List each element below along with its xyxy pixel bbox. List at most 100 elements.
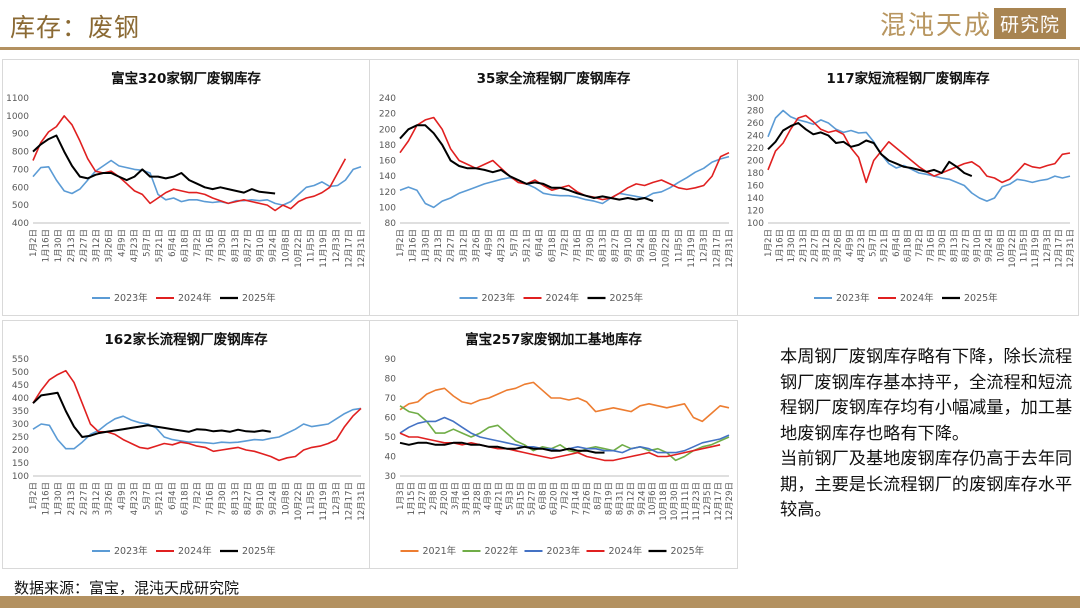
- y-tick-label: 240: [747, 132, 764, 142]
- y-tick-label: 100: [379, 203, 396, 213]
- x-tick-label: 4月9日: [485, 229, 495, 257]
- x-tick-label: 12月31日: [1066, 229, 1076, 268]
- x-tick-label: 11月19日: [319, 229, 329, 268]
- x-tick-label: 10月8日: [996, 229, 1006, 262]
- legend-label: 2024年: [546, 292, 580, 304]
- x-tick-label: 6月18日: [180, 482, 190, 515]
- x-tick-label: 3月12日: [92, 229, 102, 262]
- x-tick-label: 5月21日: [155, 229, 165, 262]
- y-tick-label: 30: [385, 472, 397, 482]
- x-tick-label: 7月16日: [927, 229, 937, 262]
- x-tick-label: 3月26日: [105, 482, 115, 515]
- page-title: 库存：废钢: [10, 13, 141, 42]
- x-tick-label: 1月30日: [54, 482, 64, 515]
- footer-bar: [0, 596, 1080, 608]
- chart-title: 162家长流程钢厂废钢库存: [104, 331, 268, 348]
- y-tick-label: 180: [747, 169, 764, 179]
- x-tick-label: 11月5日: [307, 482, 317, 515]
- x-tick-label: 11月5日: [307, 229, 317, 262]
- series-line-2023年: [32, 159, 362, 206]
- x-tick-label: 2月27日: [810, 229, 820, 262]
- x-tick-label: 1月16日: [42, 229, 52, 262]
- x-tick-label: 8月13日: [598, 229, 608, 262]
- x-tick-label: 7月30日: [938, 229, 948, 262]
- x-tick-label: 3月12日: [459, 229, 469, 262]
- y-tick-label: 120: [747, 207, 764, 217]
- chart-title: 35家全流程钢厂废钢库存: [477, 70, 631, 87]
- x-tick-label: 12月29日: [725, 482, 735, 521]
- y-tick-label: 250: [12, 433, 29, 443]
- header: 库存：废钢 混沌天成 研究院: [0, 0, 1080, 52]
- y-tick-label: 900: [12, 130, 29, 140]
- header-divider: [0, 47, 1080, 50]
- series-line-2024年: [767, 114, 1071, 184]
- legend-label: 2024年: [178, 292, 212, 304]
- x-tick-label: 1月16日: [776, 229, 786, 262]
- x-tick-label: 7月16日: [573, 229, 583, 262]
- x-tick-label: 9月10日: [624, 229, 634, 262]
- x-tick-label: 12月17日: [344, 482, 354, 521]
- x-tick-label: 11月19日: [687, 229, 697, 268]
- chart-panel-5: 富宝257家废钢加工基地库存 30 40 50 60 70 80 90 1月3日 1月15日 1月2…: [369, 320, 738, 569]
- series-line-2025年: [32, 391, 271, 438]
- x-tick-label: 10月30日: [670, 482, 680, 521]
- x-tick-label: 11月5日: [1020, 229, 1030, 262]
- x-tick-label: 6月20日: [550, 482, 560, 515]
- x-tick-label: 7月14日: [571, 482, 581, 515]
- x-tick-label: 6月4日: [535, 229, 545, 257]
- x-tick-label: 4月23日: [130, 482, 140, 515]
- series-line-2025年: [399, 124, 654, 203]
- x-tick-label: 4月9日: [117, 229, 127, 257]
- x-tick-label: 7月2日: [561, 482, 571, 510]
- x-tick-label: 4月9日: [484, 482, 494, 510]
- legend-label: 2021年: [423, 545, 457, 557]
- legend-label: 2025年: [671, 545, 705, 557]
- x-tick-label: 2月27日: [79, 482, 89, 515]
- x-tick-label: 9月10日: [256, 482, 266, 515]
- x-tick-label: 9月10日: [973, 229, 983, 262]
- x-tick-label: 6月8日: [539, 482, 549, 510]
- x-tick-label: 7月30日: [586, 229, 596, 262]
- series-line-2023年: [767, 109, 1071, 202]
- x-tick-label: 10月22日: [294, 229, 304, 268]
- x-tick-label: 7月2日: [193, 482, 203, 510]
- x-tick-label: 12月3日: [700, 229, 710, 262]
- description-paragraph-1: 本周钢厂废钢库存略有下降，除长流程钢厂废钢库存基本持平，全流程和短流程钢厂废钢库…: [780, 347, 1073, 444]
- y-tick-label: 400: [12, 219, 29, 229]
- x-tick-label: 6月18日: [903, 229, 913, 262]
- x-tick-label: 11月11日: [681, 482, 691, 521]
- x-tick-label: 1月2日: [396, 229, 406, 257]
- x-tick-label: 12月3日: [332, 482, 342, 515]
- x-tick-label: 9月12日: [626, 482, 636, 515]
- series-line-2023年: [399, 155, 730, 209]
- y-tick-label: 100: [12, 472, 29, 482]
- x-tick-label: 6月18日: [548, 229, 558, 262]
- x-tick-label: 8月13日: [231, 229, 241, 262]
- chart-title: 富宝320家钢厂废钢库存: [111, 70, 261, 87]
- x-tick-label: 3月12日: [92, 482, 102, 515]
- x-tick-label: 8月27日: [961, 229, 971, 262]
- x-tick-label: 8月27日: [611, 229, 621, 262]
- x-tick-label: 10月18日: [659, 482, 669, 521]
- description-text: 本周钢厂废钢库存略有下降，除长流程钢厂废钢库存基本持平，全流程和短流程钢厂废钢库…: [780, 345, 1075, 524]
- x-tick-label: 11月19日: [319, 482, 329, 521]
- x-tick-label: 2月27日: [447, 229, 457, 262]
- y-tick-label: 180: [379, 141, 396, 151]
- y-tick-label: 200: [12, 446, 29, 456]
- y-tick-label: 80: [385, 219, 397, 229]
- x-tick-label: 5月7日: [869, 229, 879, 257]
- x-tick-label: 1月2日: [29, 229, 39, 257]
- x-tick-label: 5月7日: [143, 229, 153, 257]
- x-tick-label: 12月17日: [714, 482, 724, 521]
- x-tick-label: 12月5日: [703, 482, 713, 515]
- x-tick-label: 10月8日: [281, 229, 291, 262]
- x-tick-label: 1月2日: [764, 229, 774, 257]
- x-tick-label: 12月17日: [1054, 229, 1064, 268]
- x-tick-label: 8月7日: [593, 482, 603, 510]
- y-tick-label: 100: [747, 219, 764, 229]
- x-tick-label: 8月13日: [950, 229, 960, 262]
- chart-35-full-process: 35家全流程钢厂废钢库存 80 100 120 140 160 180 200 220 240 1月…: [379, 70, 735, 304]
- x-tick-label: 12月31日: [357, 482, 367, 521]
- x-tick-label: 9月10日: [256, 229, 266, 262]
- chart-title: 117家短流程钢厂废钢库存: [826, 70, 990, 87]
